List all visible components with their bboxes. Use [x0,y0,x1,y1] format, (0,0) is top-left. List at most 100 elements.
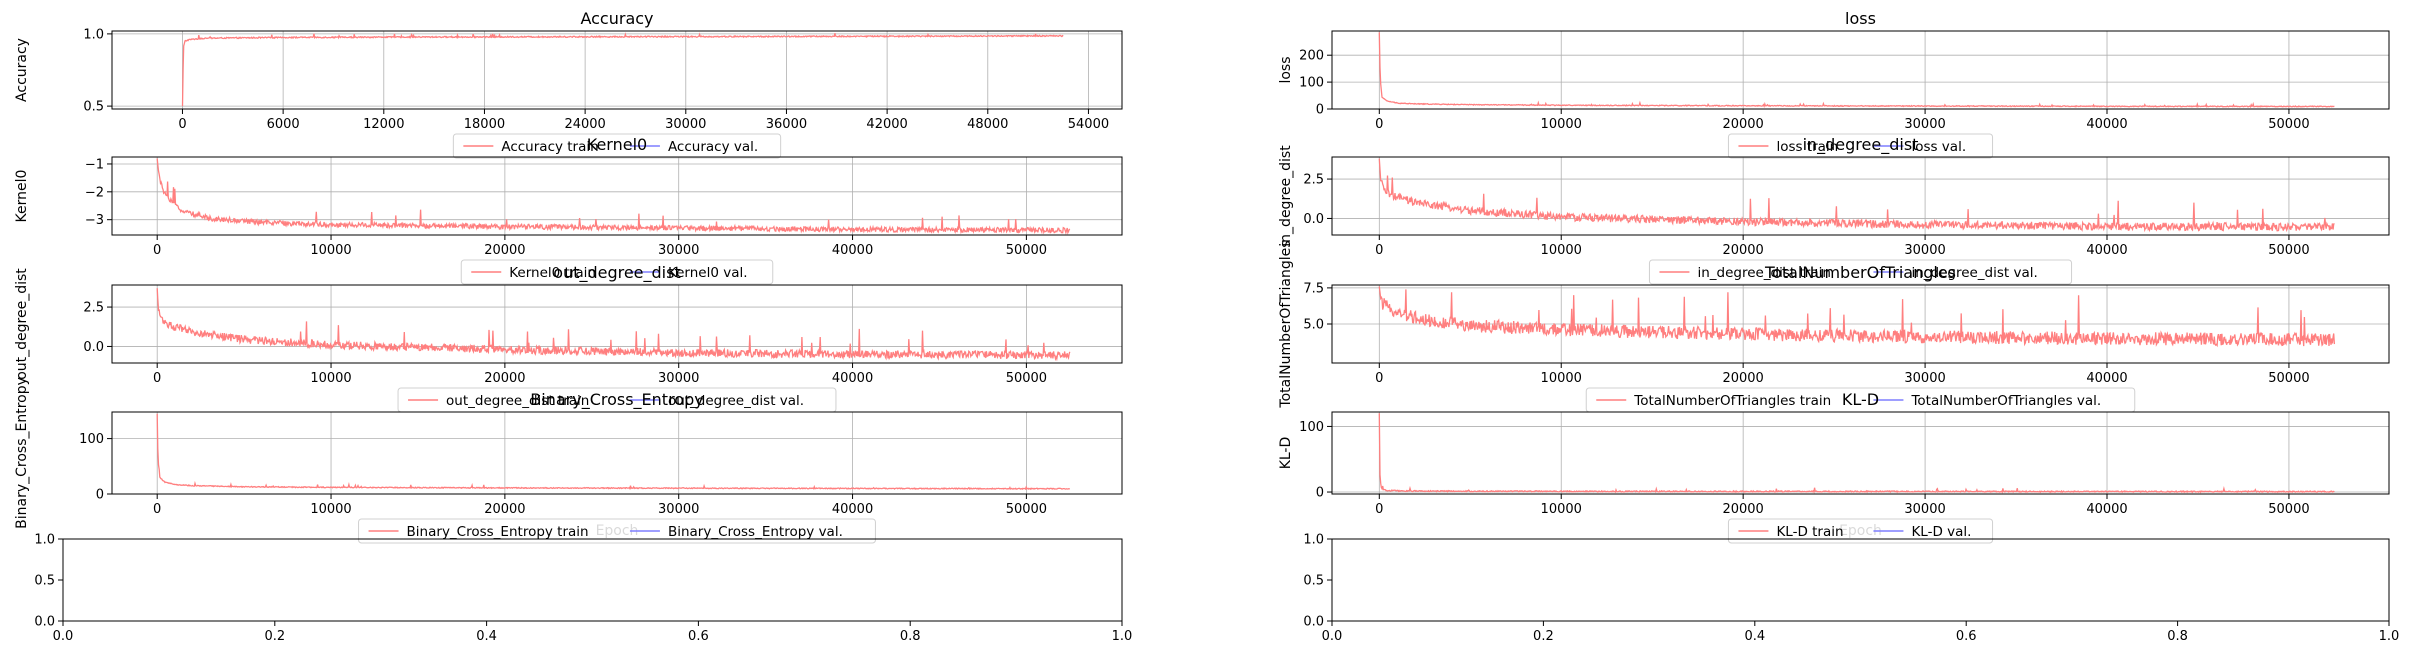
x-tick-label: 40000 [832,502,873,517]
x-tick-label: 50000 [2268,117,2309,132]
y-tick-label: 0.5 [1303,574,1324,589]
x-tick-label: 50000 [1006,371,1047,386]
series-line-train [156,158,1071,235]
x-tick-label: 0 [153,371,161,386]
y-axis-label: loss [1278,56,1294,83]
legend-label-val: Kernel0 val. [668,265,748,281]
legend-label-train: KL-D train [1776,524,1843,540]
subplot-title: Accuracy [580,9,653,28]
y-tick-label: 1.0 [34,533,55,548]
y-tick-label: 100 [1299,76,1324,91]
y-tick-label: −1 [85,157,104,172]
x-tick-label: 40000 [832,371,873,386]
axes-frame [1331,156,2390,236]
x-tick-label: 0.0 [53,629,74,644]
x-tick-label: 10000 [1541,371,1582,386]
x-tick-label: 0.2 [1533,629,1554,644]
legend-label-train: loss train [1776,139,1838,155]
legend-label-train: Kernel0 train [509,265,596,281]
x-tick-label: 6000 [267,117,300,132]
y-tick-label: 0 [96,488,104,503]
x-tick-label: 0 [178,117,186,132]
legend-label-train: in_degree_dist train [1697,265,1830,281]
legend-label-val: Accuracy val. [668,139,758,155]
x-tick-label: 50000 [2268,371,2309,386]
x-tick-label: 20000 [484,502,525,517]
x-tick-label: 50000 [2268,502,2309,517]
series-line-train [1378,413,2335,494]
y-tick-label: 0.0 [34,615,55,630]
legend: in_degree_dist train in_degree_dist val. [1648,259,2073,285]
y-tick-label: 1.0 [83,27,104,42]
legend: out_degree_dist train out_degree_dist val… [397,387,837,413]
legend-label-val: TotalNumberOfTriangles val. [1910,393,2101,409]
x-tick-label: 20000 [1722,117,1763,132]
x-tick-label: 30000 [1904,243,1945,258]
y-tick-label: 0.5 [83,100,104,115]
x-tick-label: 0 [1375,371,1383,386]
legend-box [358,518,876,544]
x-tick-label: 30000 [1904,117,1945,132]
series-line-train [156,288,1071,362]
legend-box [460,259,774,285]
x-tick-label: 20000 [484,243,525,258]
x-tick-label: 0.6 [1956,629,1977,644]
legend-box [452,133,782,159]
x-tick-label: 50000 [1006,502,1047,517]
x-tick-label: 12000 [363,117,404,132]
x-tick-label: 20000 [1722,371,1763,386]
x-tick-label: 0 [1375,502,1383,517]
x-tick-label: 40000 [2086,243,2127,258]
subplot-title: out_degree_dist [553,263,680,283]
x-tick-label: 10000 [1541,502,1582,517]
series-line-train [1378,286,2336,348]
x-tick-label: 40000 [2086,502,2127,517]
legend-box [1727,133,1994,159]
subplot-title: in_degree_dist [1803,135,1919,155]
x-tick-label: 0 [153,243,161,258]
subplot-5: 0 10000 20000 30000 40000 50000 0.0 2.5 out_degr… [14,263,1123,413]
y-tick-label: 2.5 [1303,173,1324,188]
x-tick-label: 20000 [1722,502,1763,517]
x-tick-label: 0 [1375,243,1383,258]
subplot-4: 0 10000 20000 30000 40000 50000 0.0 2.5 in_degre… [1278,135,2390,285]
subplot-7: 0 10000 20000 30000 40000 50000 0 100 Binary_Cro… [14,377,1123,544]
axes-frame [1331,30,2390,110]
axes-frame [62,538,1123,622]
y-tick-label: 100 [79,432,104,447]
x-tick-label: 10000 [310,243,351,258]
legend-label-train: Binary_Cross_Entropy train [407,524,589,540]
legend: TotalNumberOfTriangles train TotalNumberO… [1585,387,2136,413]
legend-label-train: Accuracy train [501,139,598,155]
legend-label-train: out_degree_dist train [446,393,589,409]
x-tick-label: 50000 [2268,243,2309,258]
axes-frame [1331,411,2390,495]
subplot-title: KL-D [1842,390,1879,409]
legend: Kernel0 train Kernel0 val. [460,259,774,285]
subplot-title: Binary_Cross_Entropy [530,390,703,410]
x-tick-label: 0.4 [476,629,497,644]
series-line-train [1378,158,2335,233]
legend-label-val: Binary_Cross_Entropy val. [668,524,843,540]
legend-label-val: out_degree_dist val. [668,393,804,409]
x-tick-label: 10000 [310,371,351,386]
axes-frame [1331,538,2390,622]
y-axis-label: Kernel0 [14,170,30,223]
subplot-10: 0.0 0.2 0.4 0.6 0.8 1.0 0.0 0.5 1.0 [1303,533,2399,645]
x-tick-label: 24000 [564,117,605,132]
x-tick-label: 1.0 [2379,629,2400,644]
x-tick-label: 10000 [1541,243,1582,258]
x-tick-label: 10000 [310,502,351,517]
x-tick-label: 30000 [1904,502,1945,517]
axes-frame [111,411,1123,495]
legend: Binary_Cross_Entropy train Binary_Cross_E… [358,518,876,544]
y-tick-label: 0.0 [1303,615,1324,630]
y-tick-label: 1.0 [1303,533,1324,548]
x-tick-label: 0.6 [688,629,709,644]
axes-frame [111,284,1123,364]
x-tick-label: 40000 [832,243,873,258]
x-tick-label: 0.2 [264,629,285,644]
series-line-train [181,32,1064,107]
x-tick-label: 30000 [658,371,699,386]
